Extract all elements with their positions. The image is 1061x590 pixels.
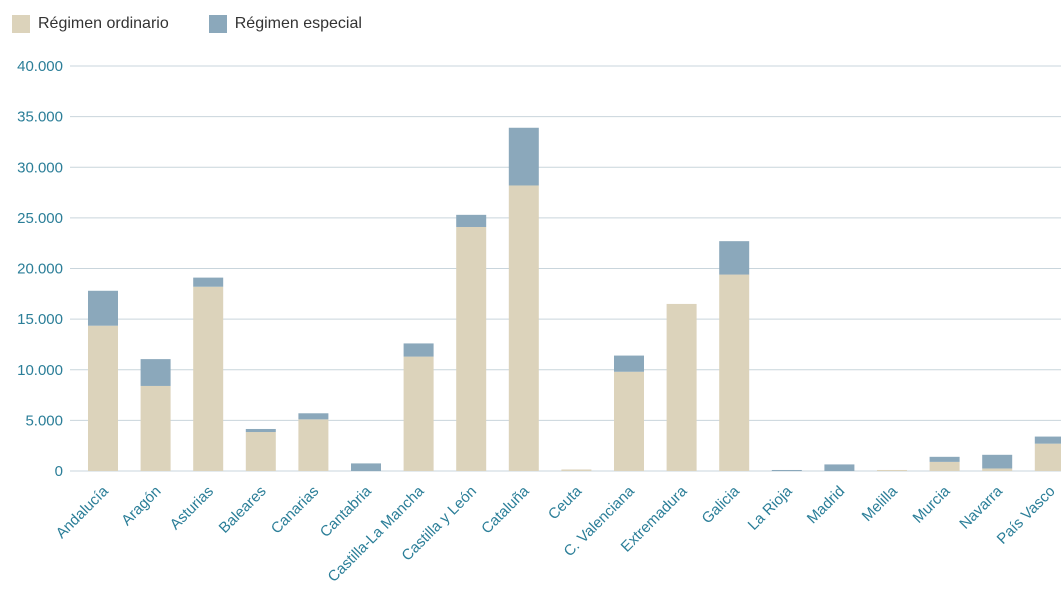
y-tick-label: 35.000 bbox=[17, 109, 63, 126]
bar-especial bbox=[193, 277, 224, 287]
x-category-label: Baleares bbox=[216, 483, 270, 537]
legend-swatch-especial bbox=[208, 15, 227, 33]
bar-especial bbox=[982, 454, 1013, 469]
bar-especial bbox=[614, 355, 644, 372]
y-tick-label: 20.000 bbox=[17, 261, 63, 278]
x-category-label: Navarra bbox=[956, 482, 1006, 532]
bar-ordinario bbox=[719, 274, 750, 471]
legend-label-especial: Régimen especial bbox=[234, 15, 362, 32]
bar-especial bbox=[140, 359, 171, 386]
bar-ordinario bbox=[88, 325, 118, 471]
bar-ordinario bbox=[666, 303, 697, 471]
bar-ordinario bbox=[245, 432, 276, 471]
y-tick-label: 0 bbox=[55, 463, 63, 480]
bar-especial bbox=[456, 214, 487, 227]
y-tick-label: 10.000 bbox=[17, 362, 63, 379]
x-category-label: La Rioja bbox=[745, 482, 796, 533]
bar-especial bbox=[771, 469, 802, 471]
bar-especial bbox=[508, 127, 539, 186]
bar-ordinario bbox=[140, 385, 171, 471]
bar-ordinario bbox=[982, 468, 1013, 471]
bar-ordinario bbox=[456, 226, 487, 471]
bar-especial bbox=[1034, 436, 1061, 444]
bar-especial bbox=[298, 413, 329, 420]
legend-item-ordinario: Régimen ordinario bbox=[12, 15, 169, 33]
legend-label-ordinario: Régimen ordinario bbox=[38, 15, 169, 32]
y-tick-label: 30.000 bbox=[17, 159, 63, 176]
legend-swatch-ordinario bbox=[12, 15, 30, 33]
bar-especial bbox=[245, 428, 276, 433]
bar-ordinario bbox=[193, 286, 224, 471]
bar-especial bbox=[88, 290, 118, 326]
x-category-label: Murcia bbox=[910, 482, 954, 526]
y-tick-label: 40.000 bbox=[17, 58, 63, 75]
bar-ordinario bbox=[508, 185, 539, 471]
y-tick-label: 25.000 bbox=[17, 210, 63, 227]
bar-ordinario bbox=[298, 419, 329, 471]
y-tick-label: 15.000 bbox=[17, 311, 63, 328]
bar-especial bbox=[351, 463, 381, 471]
bar-ordinario bbox=[614, 371, 644, 471]
x-category-label: Canarias bbox=[268, 483, 322, 537]
bar-especial bbox=[824, 464, 855, 471]
bar-especial bbox=[929, 456, 960, 462]
legend-item-especial: Régimen especial bbox=[208, 15, 362, 33]
bar-especial bbox=[403, 343, 434, 357]
bar-ordinario bbox=[1034, 443, 1061, 471]
bar-especial bbox=[719, 241, 750, 275]
bar-ordinario bbox=[929, 461, 960, 471]
y-tick-label: 5.000 bbox=[25, 412, 63, 429]
x-category-label: Ceuta bbox=[545, 482, 586, 523]
x-category-label: Melilla bbox=[859, 482, 902, 525]
x-category-label: Cataluña bbox=[478, 482, 533, 537]
x-category-label: Madrid bbox=[804, 483, 848, 527]
x-category-label: Castilla-La Mancha bbox=[325, 482, 428, 585]
bar-ordinario bbox=[561, 469, 592, 471]
x-category-label: Andalucía bbox=[53, 482, 113, 542]
bar-ordinario bbox=[877, 469, 907, 471]
x-category-label: Aragón bbox=[118, 483, 164, 529]
bar-ordinario bbox=[403, 356, 434, 471]
x-category-label: Galicia bbox=[699, 482, 744, 527]
x-category-label: Asturias bbox=[167, 483, 217, 533]
chart-legend: Régimen ordinario Régimen especial bbox=[12, 12, 402, 36]
